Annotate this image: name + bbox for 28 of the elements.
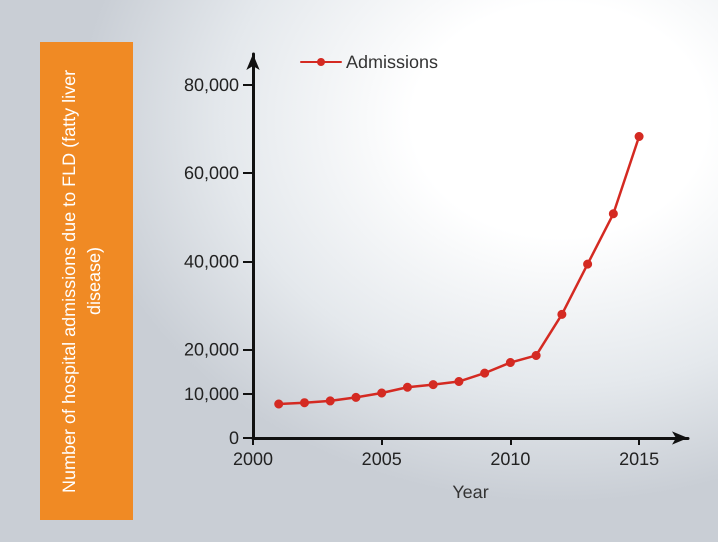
x-axis-title: Year <box>452 482 489 502</box>
point <box>300 398 309 408</box>
point <box>377 388 386 398</box>
point <box>634 132 644 142</box>
y-tick-label: 60,000 <box>184 163 239 184</box>
legend-label: Admissions <box>346 52 438 72</box>
y-tick-label: 20,000 <box>184 340 239 360</box>
x-tick-label: 2015 <box>619 449 660 469</box>
point <box>454 377 464 386</box>
x-tick-label: 2005 <box>362 449 402 469</box>
y-tick-label: 10,000 <box>184 384 239 404</box>
x-tick-label: 2010 <box>490 449 530 469</box>
x-tick-label: 2000 <box>232 449 274 469</box>
point <box>428 380 438 390</box>
point <box>506 358 515 368</box>
point <box>402 382 412 392</box>
y-tick-label: 80,000 <box>184 74 239 95</box>
y-axis-title: Number of hospital admissions due to FLD (fatty liver disease) <box>58 68 105 495</box>
point <box>532 350 541 360</box>
point <box>583 260 592 269</box>
point <box>480 368 490 378</box>
point <box>326 396 335 406</box>
point <box>351 392 360 402</box>
y-tick-label: 0 <box>228 428 239 448</box>
point <box>608 209 618 218</box>
y-tick-label: 40,000 <box>184 251 239 272</box>
point <box>557 310 566 319</box>
point <box>274 400 284 409</box>
